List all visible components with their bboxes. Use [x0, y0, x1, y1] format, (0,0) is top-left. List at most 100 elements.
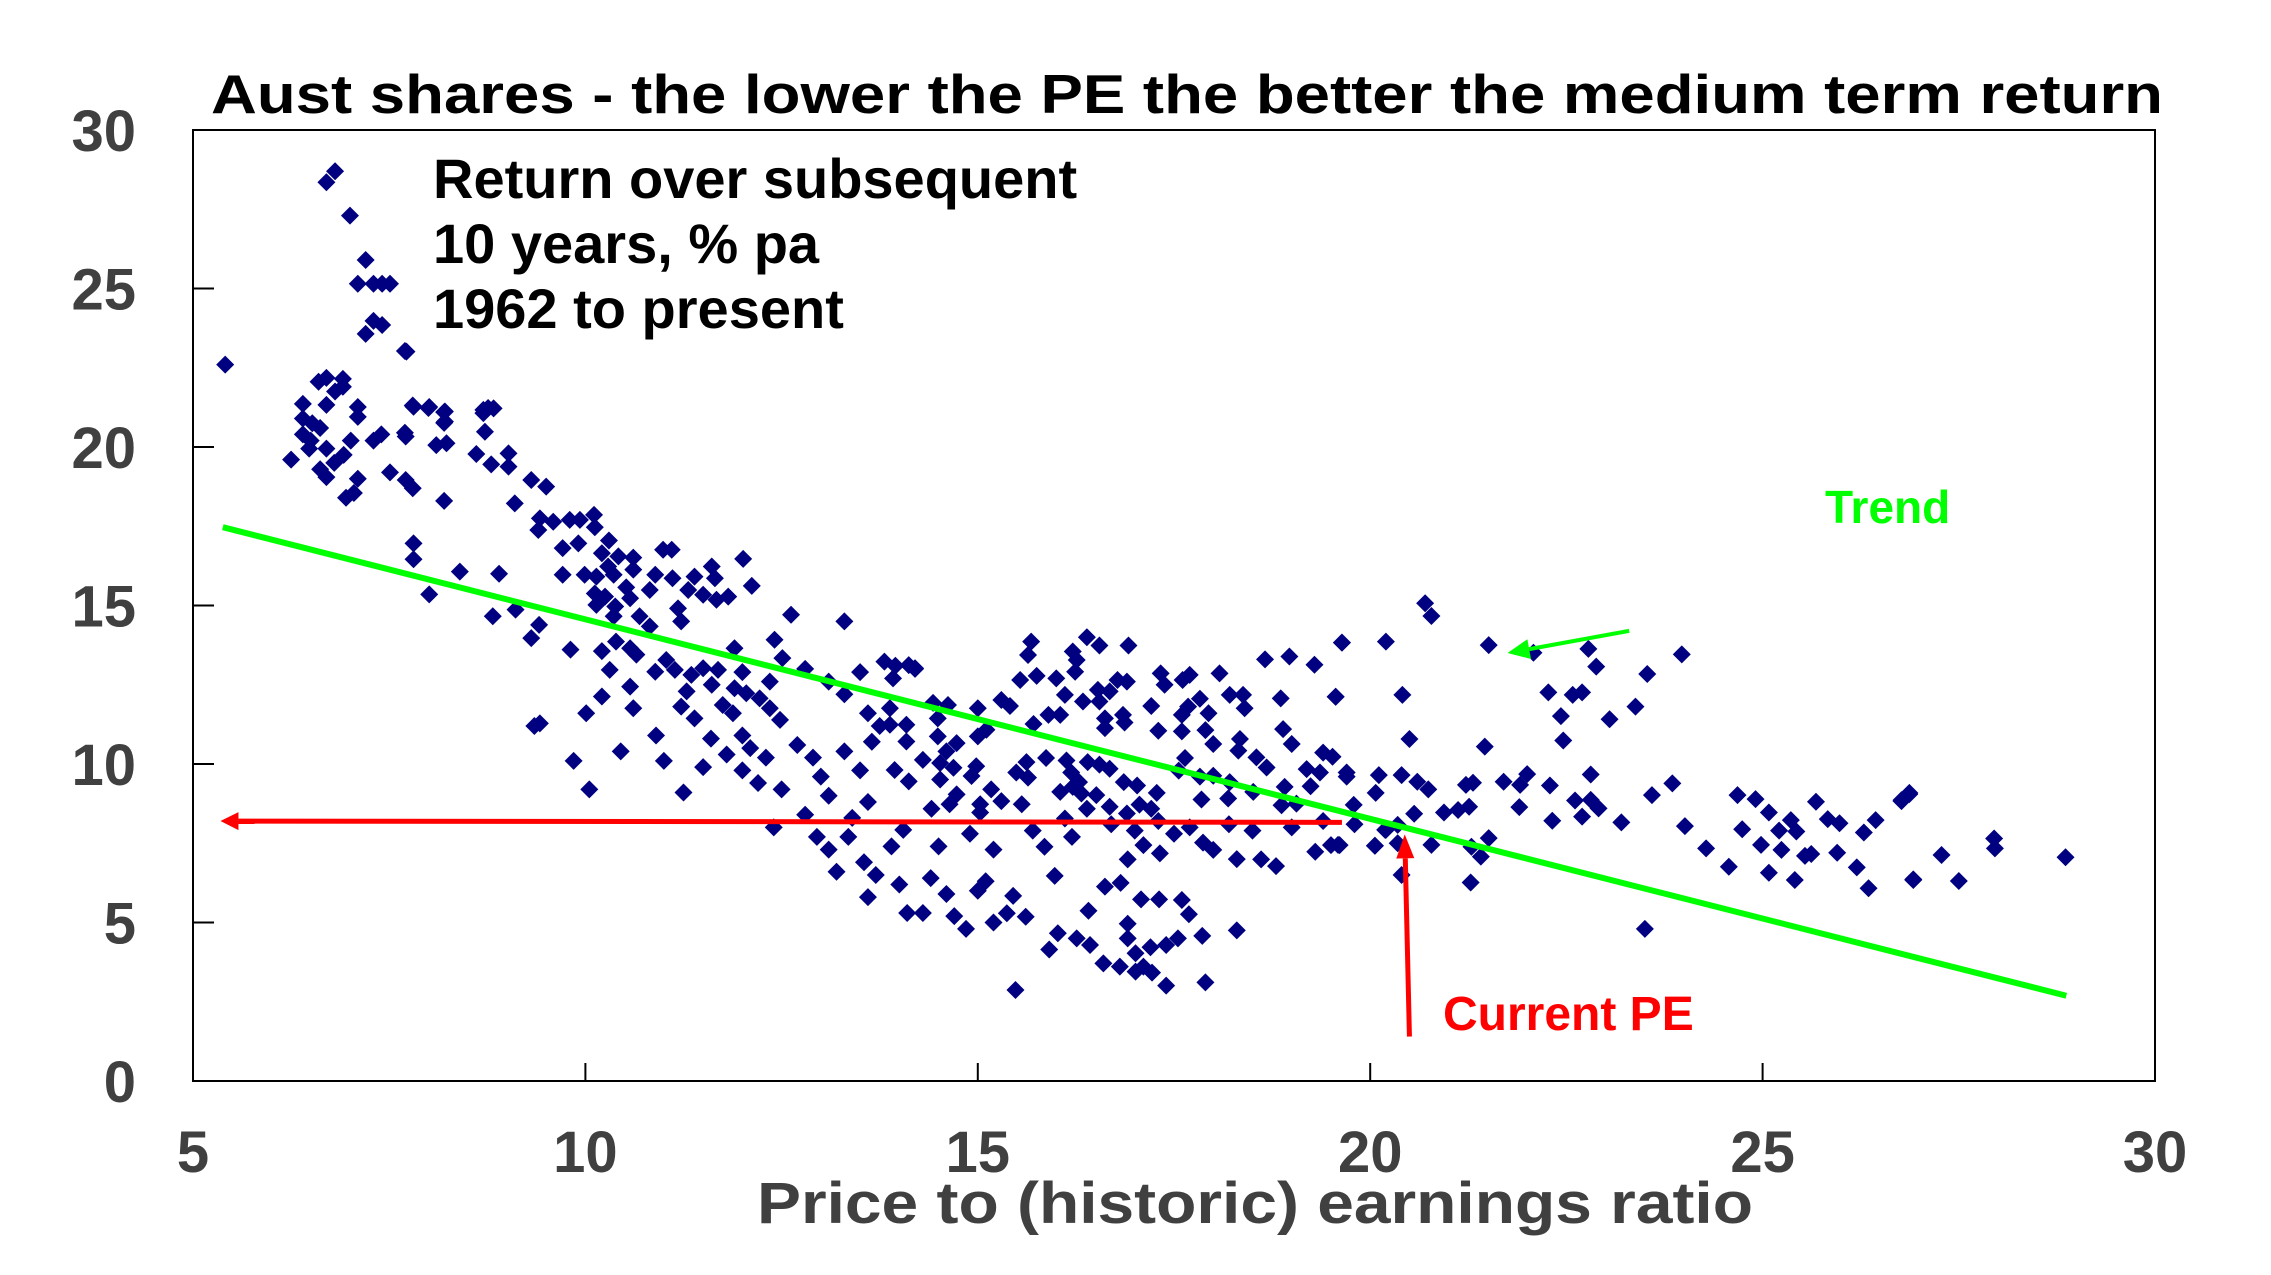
data-point — [1118, 914, 1137, 933]
data-point — [1024, 715, 1043, 734]
data-point — [1227, 921, 1246, 940]
data-point — [1039, 705, 1058, 724]
data-point — [216, 355, 235, 374]
data-point — [971, 803, 990, 822]
data-point — [1475, 737, 1494, 756]
data-point — [553, 539, 572, 558]
data-point — [1310, 763, 1329, 782]
data-point — [397, 342, 416, 361]
data-point — [1142, 696, 1161, 715]
data-point — [1543, 811, 1562, 830]
data-point — [624, 548, 643, 567]
data-point — [1094, 954, 1113, 973]
data-point — [1004, 886, 1023, 905]
data-point — [858, 793, 877, 812]
data-point — [356, 250, 375, 269]
data-point — [931, 754, 950, 773]
scatter-points — [216, 162, 2075, 1000]
data-point — [957, 919, 976, 938]
x-tick-label: 10 — [553, 1120, 618, 1185]
data-point — [475, 422, 494, 441]
data-point — [1180, 665, 1199, 684]
data-point — [654, 751, 673, 770]
data-point — [723, 704, 742, 723]
y-tick-label: 20 — [71, 416, 136, 481]
data-point — [884, 669, 903, 688]
data-point — [1011, 670, 1030, 689]
data-point — [1471, 847, 1490, 866]
data-point — [1540, 776, 1559, 795]
data-point — [646, 662, 665, 681]
data-point — [685, 709, 704, 728]
data-point — [875, 652, 894, 671]
data-point — [1117, 804, 1136, 823]
data-point — [348, 407, 367, 426]
current-pe-label: Current PE — [1443, 988, 1694, 1041]
data-point — [1408, 772, 1427, 791]
data-point — [719, 587, 738, 606]
data-point — [585, 518, 604, 537]
data-point — [962, 767, 981, 786]
data-point — [1090, 692, 1109, 711]
data-point — [694, 585, 713, 604]
data-point — [1746, 790, 1765, 809]
data-point — [1110, 957, 1129, 976]
data-point — [1306, 842, 1325, 861]
trend-annotation: Trend — [1507, 481, 1950, 659]
data-point — [1759, 803, 1778, 822]
data-point — [1055, 809, 1074, 828]
data-point — [630, 607, 649, 626]
data-point — [435, 491, 454, 510]
data-point — [1405, 804, 1424, 823]
data-point — [624, 560, 643, 579]
data-point — [1247, 748, 1266, 767]
data-point — [348, 469, 367, 488]
data-point — [1323, 747, 1342, 766]
data-point — [1219, 789, 1238, 808]
trend-line — [222, 524, 2068, 999]
data-point — [647, 726, 666, 745]
data-point — [1366, 783, 1385, 802]
data-point — [947, 734, 966, 753]
data-point — [1227, 850, 1246, 869]
data-point — [1460, 797, 1479, 816]
data-point — [1566, 791, 1585, 810]
data-point — [380, 463, 399, 482]
data-point — [1062, 827, 1081, 846]
data-point — [317, 173, 336, 192]
y-tick-label: 25 — [71, 258, 136, 323]
data-point — [750, 689, 769, 708]
data-point — [1494, 772, 1513, 791]
data-point — [819, 840, 838, 859]
data-point — [702, 675, 721, 694]
data-point — [839, 827, 858, 846]
data-point — [1067, 651, 1086, 670]
data-point — [756, 748, 775, 767]
y-axis-tick-labels: 0 5 10 15 20 25 30 — [71, 99, 136, 1115]
data-point — [490, 564, 509, 583]
data-point — [1949, 871, 1968, 890]
data-point — [1230, 729, 1249, 748]
data-point — [742, 576, 761, 595]
data-point — [1376, 632, 1395, 651]
chart-annotation: Return over subsequent 10 years, % pa 19… — [433, 147, 1077, 340]
data-point — [1157, 976, 1176, 995]
data-point — [1573, 683, 1592, 702]
data-point — [705, 569, 724, 588]
annotation-line-1: Return over subsequent — [433, 147, 1077, 210]
data-point — [677, 682, 696, 701]
data-point — [1806, 792, 1825, 811]
data-point — [1985, 839, 2004, 858]
data-point — [1589, 799, 1608, 818]
data-point — [1155, 675, 1174, 694]
data-point — [1305, 655, 1324, 674]
data-point — [333, 377, 352, 396]
data-point — [505, 494, 524, 513]
x-tick-label: 20 — [1338, 1120, 1403, 1185]
data-point — [1147, 783, 1166, 802]
data-point — [1581, 765, 1600, 784]
y-tick-label: 0 — [104, 1050, 136, 1115]
data-point — [404, 397, 423, 416]
data-point — [525, 716, 544, 735]
data-point — [1007, 763, 1026, 782]
